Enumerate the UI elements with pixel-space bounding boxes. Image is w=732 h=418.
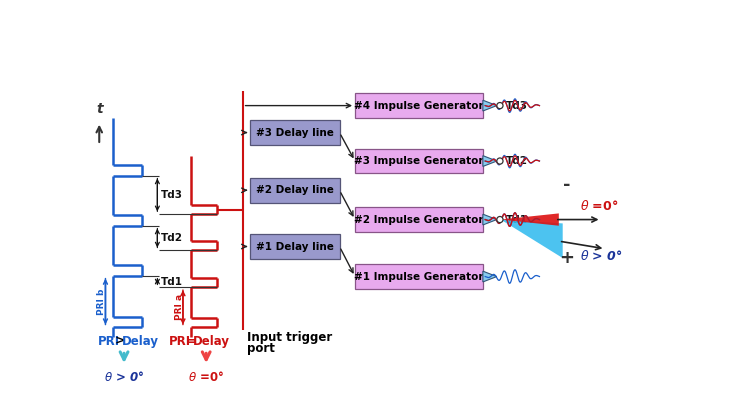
Text: $\theta$ > 0°: $\theta$ > 0°	[104, 370, 144, 384]
Polygon shape	[501, 219, 563, 258]
Text: $\theta$ =0°: $\theta$ =0°	[188, 370, 224, 384]
Text: Delay: Delay	[122, 335, 159, 348]
Text: Delay: Delay	[193, 335, 230, 348]
Text: #2 Delay line: #2 Delay line	[256, 185, 334, 195]
Circle shape	[497, 217, 503, 223]
Circle shape	[497, 102, 503, 109]
Text: Td1: Td1	[506, 214, 528, 224]
Polygon shape	[483, 100, 497, 111]
Text: t: t	[96, 102, 102, 116]
Text: Td3: Td3	[506, 101, 528, 111]
Text: >: >	[115, 335, 125, 348]
Bar	[355, 207, 483, 232]
Bar	[250, 120, 340, 145]
Bar	[355, 149, 483, 173]
Bar	[355, 264, 483, 289]
Polygon shape	[483, 271, 497, 282]
Text: #3 Impulse Generator: #3 Impulse Generator	[354, 156, 484, 166]
Text: $\theta$ =0°: $\theta$ =0°	[580, 199, 619, 214]
Text: port: port	[247, 342, 274, 355]
Polygon shape	[501, 214, 559, 226]
Bar	[355, 93, 483, 118]
Text: $\theta$ > 0°: $\theta$ > 0°	[580, 249, 623, 263]
Text: #4 Impulse Generator: #4 Impulse Generator	[354, 101, 484, 111]
Text: PRI: PRI	[97, 335, 120, 348]
Circle shape	[497, 158, 503, 164]
Text: +: +	[559, 249, 574, 267]
Bar	[250, 234, 340, 259]
Text: Input trigger: Input trigger	[247, 331, 332, 344]
Text: #2 Impulse Generator: #2 Impulse Generator	[354, 214, 484, 224]
Text: Td1: Td1	[161, 277, 183, 287]
Polygon shape	[483, 155, 497, 166]
Text: #1 Impulse Generator: #1 Impulse Generator	[354, 272, 484, 282]
Text: =: =	[186, 335, 197, 348]
Text: PRI b: PRI b	[97, 288, 106, 315]
Text: PRI: PRI	[169, 335, 191, 348]
Polygon shape	[483, 214, 497, 225]
Text: #1 Delay line: #1 Delay line	[256, 242, 334, 252]
Text: #3 Delay line: #3 Delay line	[256, 127, 334, 138]
Text: Td3: Td3	[161, 190, 183, 200]
Text: Td2: Td2	[161, 233, 183, 243]
Text: -: -	[563, 176, 570, 194]
Bar	[250, 178, 340, 203]
Text: PRI a: PRI a	[174, 294, 184, 321]
Text: Td2: Td2	[506, 156, 528, 166]
